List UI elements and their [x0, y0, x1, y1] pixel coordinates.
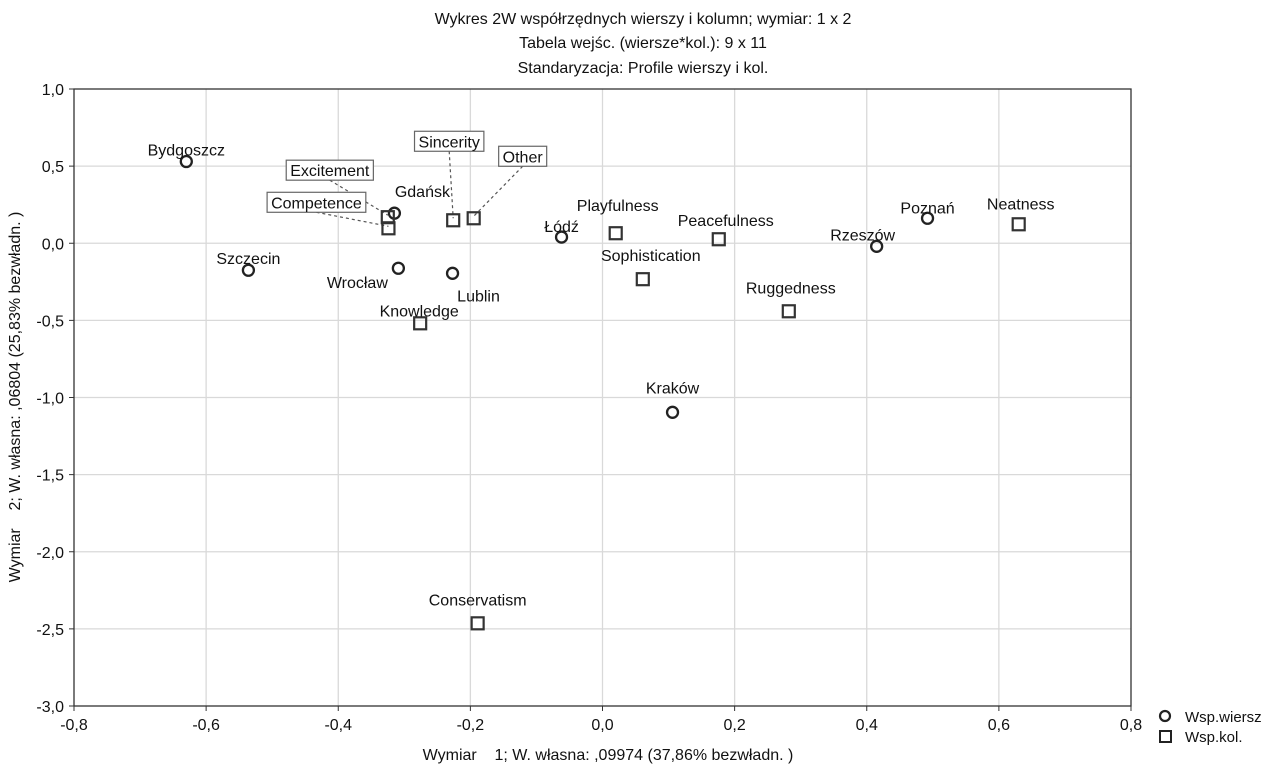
y-tick-label: -3,0 — [36, 699, 64, 716]
label-other: Other — [503, 149, 544, 166]
point-rzeszow — [870, 239, 884, 253]
label-conservatism: Conservatism — [429, 592, 527, 609]
legend-circle-icon — [1158, 709, 1172, 723]
label-neatness: Neatness — [987, 196, 1055, 213]
point-ruggedness — [781, 304, 796, 319]
leader-competence — [316, 211, 389, 227]
point-other — [466, 211, 481, 226]
point-excitement — [380, 210, 395, 225]
leader-excitement — [329, 179, 389, 216]
label-box-sincerity — [413, 130, 485, 152]
grid — [74, 89, 1131, 706]
label-szczecin: Szczecin — [216, 251, 280, 268]
label-ruggedness: Ruggedness — [746, 280, 836, 297]
ticks: -0,8 -0,6 -0,4 -0,2 0,0 0,2 0,4 0,6 0,8 1,0 0,5 0,0… — [36, 82, 1142, 734]
legend: Wsp.wiersz Wsp.kol. — [1158, 709, 1262, 746]
point-krakow — [665, 405, 680, 419]
point-odz — [554, 230, 569, 244]
leader-sincerity — [448, 151, 454, 219]
label-rzeszow: Rzeszów — [830, 227, 895, 244]
label-bydgoszcz: Bydgoszcz — [148, 142, 225, 159]
x-tick-label: 0,0 — [591, 717, 613, 734]
label-playfulness: Playfulness — [577, 198, 659, 215]
y-tick-label: -0,5 — [36, 313, 64, 330]
chart-title-line-2: Tabela wejśc. (wiersze*kol.): 9 x 11 — [519, 35, 767, 52]
chart-title-line-1: Wykres 2W współrzędnych wierszy i kolumn… — [435, 11, 852, 28]
y-tick-label: 0,5 — [42, 159, 64, 176]
x-tick-label: -0,6 — [192, 717, 220, 734]
point-sincerity — [446, 213, 461, 228]
label-sophistication: Sophistication — [601, 248, 701, 265]
label-gdansk: Gdańsk — [395, 184, 451, 201]
point-peacefulness — [711, 232, 726, 247]
y-tick-label: -2,0 — [36, 545, 64, 562]
x-tick-label: 0,8 — [1120, 717, 1142, 734]
y-tick-label: -1,0 — [36, 391, 64, 408]
y-tick-label: 0,0 — [42, 236, 64, 253]
label-lublin: Lublin — [457, 288, 500, 305]
label-wrocaw: Wrocław — [327, 275, 388, 292]
point-wrocaw — [391, 261, 406, 275]
label-peacefulness: Peacefulness — [678, 213, 774, 230]
label-excitement: Excitement — [290, 163, 370, 180]
point-playfulness — [608, 226, 623, 241]
point-poznan — [920, 211, 935, 225]
label-sincerity: Sincerity — [419, 134, 480, 151]
x-tick-label: -0,4 — [324, 717, 352, 734]
point-lublin — [445, 266, 460, 280]
leader-other — [473, 165, 524, 217]
label-krakow: Kraków — [646, 380, 700, 397]
label-box-other — [498, 145, 548, 167]
point-bydgoszcz — [179, 154, 193, 169]
y-tick-label: 1,0 — [42, 82, 64, 99]
data-points — [179, 154, 1026, 631]
point-szczecin — [241, 263, 256, 277]
y-axis-label: Wymiar 2; W. własna: ,06804 (25,83% bezw… — [7, 212, 24, 583]
point-neatness — [1011, 217, 1026, 232]
x-tick-label: 0,6 — [988, 717, 1010, 734]
x-tick-label: -0,2 — [457, 717, 485, 734]
legend-label-rows: Wsp.wiersz — [1185, 709, 1262, 726]
y-tick-label: -2,5 — [36, 622, 64, 639]
chart-title-line-3: Standaryzacja: Profile wierszy i kol. — [518, 60, 769, 77]
label-competence: Competence — [271, 195, 362, 212]
point-knowledge — [413, 316, 428, 331]
legend-square-icon — [1159, 730, 1172, 743]
x-tick-label: 0,2 — [724, 717, 746, 734]
label-box-excitement — [285, 159, 374, 181]
legend-label-cols: Wsp.kol. — [1185, 729, 1243, 746]
x-tick-label: 0,4 — [856, 717, 878, 734]
x-tick-label: -0,8 — [60, 717, 88, 734]
y-tick-label: -1,5 — [36, 468, 64, 485]
label-leaders — [316, 151, 524, 227]
point-sophistication — [635, 272, 650, 287]
point-labels: Bydgoszcz Szczecin Gdańsk Wrocław Lublin Łódź… — [148, 130, 1055, 609]
point-conservatism — [470, 616, 485, 631]
x-axis-label: Wymiar 1; W. własna: ,09974 (37,86% bezw… — [423, 747, 794, 764]
label-odz: Łódź — [544, 219, 579, 236]
label-poznan: Poznań — [900, 200, 954, 217]
label-box-competence — [266, 191, 367, 213]
label-knowledge: Knowledge — [380, 303, 459, 320]
